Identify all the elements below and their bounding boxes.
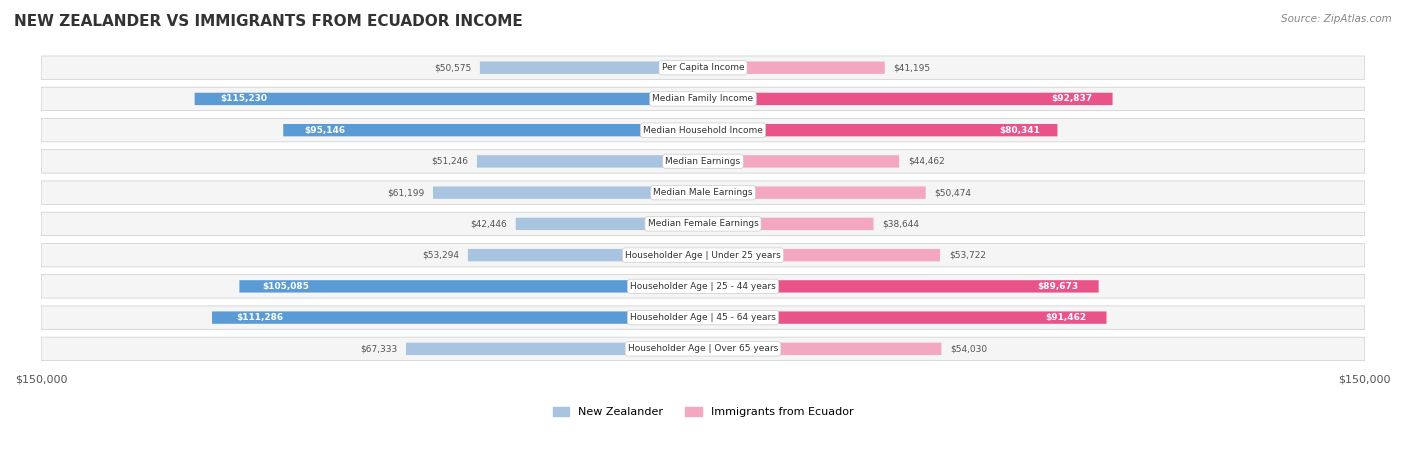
FancyBboxPatch shape (703, 249, 941, 262)
Text: Householder Age | Over 65 years: Householder Age | Over 65 years (628, 344, 778, 354)
Text: Source: ZipAtlas.com: Source: ZipAtlas.com (1281, 14, 1392, 24)
FancyBboxPatch shape (41, 243, 1365, 267)
FancyBboxPatch shape (406, 343, 703, 355)
FancyBboxPatch shape (41, 306, 1365, 329)
Text: NEW ZEALANDER VS IMMIGRANTS FROM ECUADOR INCOME: NEW ZEALANDER VS IMMIGRANTS FROM ECUADOR… (14, 14, 523, 29)
FancyBboxPatch shape (468, 249, 703, 262)
FancyBboxPatch shape (212, 311, 703, 324)
FancyBboxPatch shape (239, 280, 703, 292)
FancyBboxPatch shape (703, 218, 873, 230)
FancyBboxPatch shape (194, 93, 703, 105)
Text: $51,246: $51,246 (432, 157, 468, 166)
FancyBboxPatch shape (703, 311, 1107, 324)
Text: Per Capita Income: Per Capita Income (662, 63, 744, 72)
FancyBboxPatch shape (703, 155, 900, 168)
Text: $92,837: $92,837 (1050, 94, 1092, 103)
Text: Householder Age | 45 - 64 years: Householder Age | 45 - 64 years (630, 313, 776, 322)
FancyBboxPatch shape (41, 87, 1365, 111)
Text: $54,030: $54,030 (950, 344, 987, 354)
FancyBboxPatch shape (41, 56, 1365, 79)
Text: $89,673: $89,673 (1038, 282, 1078, 291)
Text: Median Household Income: Median Household Income (643, 126, 763, 134)
Text: $38,644: $38,644 (883, 219, 920, 228)
Text: $50,575: $50,575 (434, 63, 471, 72)
Text: Householder Age | Under 25 years: Householder Age | Under 25 years (626, 251, 780, 260)
Text: $50,474: $50,474 (935, 188, 972, 197)
FancyBboxPatch shape (41, 181, 1365, 205)
Text: Median Earnings: Median Earnings (665, 157, 741, 166)
FancyBboxPatch shape (41, 275, 1365, 298)
FancyBboxPatch shape (703, 186, 925, 199)
FancyBboxPatch shape (477, 155, 703, 168)
Text: $111,286: $111,286 (236, 313, 284, 322)
FancyBboxPatch shape (283, 124, 703, 136)
Text: $105,085: $105,085 (263, 282, 309, 291)
FancyBboxPatch shape (41, 119, 1365, 142)
Text: $61,199: $61,199 (387, 188, 425, 197)
Text: Median Female Earnings: Median Female Earnings (648, 219, 758, 228)
Text: Median Family Income: Median Family Income (652, 94, 754, 103)
Text: $53,294: $53,294 (422, 251, 460, 260)
FancyBboxPatch shape (516, 218, 703, 230)
Legend: New Zealander, Immigrants from Ecuador: New Zealander, Immigrants from Ecuador (548, 403, 858, 422)
Text: $53,722: $53,722 (949, 251, 986, 260)
FancyBboxPatch shape (479, 62, 703, 74)
Text: $42,446: $42,446 (470, 219, 508, 228)
FancyBboxPatch shape (703, 62, 884, 74)
FancyBboxPatch shape (703, 93, 1112, 105)
FancyBboxPatch shape (703, 124, 1057, 136)
FancyBboxPatch shape (703, 280, 1098, 292)
FancyBboxPatch shape (703, 343, 942, 355)
Text: $115,230: $115,230 (221, 94, 267, 103)
FancyBboxPatch shape (41, 212, 1365, 236)
Text: Householder Age | 25 - 44 years: Householder Age | 25 - 44 years (630, 282, 776, 291)
Text: $91,462: $91,462 (1045, 313, 1087, 322)
FancyBboxPatch shape (433, 186, 703, 199)
FancyBboxPatch shape (41, 150, 1365, 173)
Text: $41,195: $41,195 (894, 63, 931, 72)
Text: $95,146: $95,146 (304, 126, 346, 134)
Text: $44,462: $44,462 (908, 157, 945, 166)
Text: $67,333: $67,333 (360, 344, 396, 354)
Text: Median Male Earnings: Median Male Earnings (654, 188, 752, 197)
FancyBboxPatch shape (41, 337, 1365, 361)
Text: $80,341: $80,341 (998, 126, 1039, 134)
